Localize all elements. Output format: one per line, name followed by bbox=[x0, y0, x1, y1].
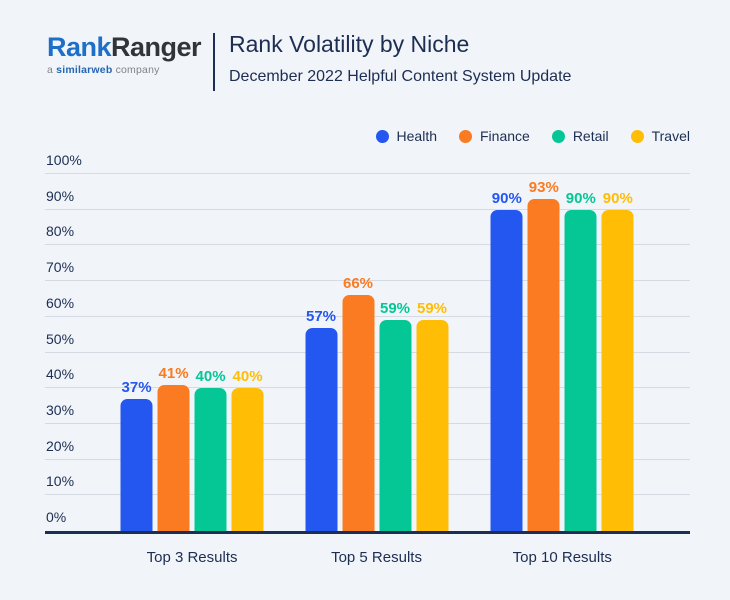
bar-column-finance: 66% bbox=[342, 174, 375, 531]
y-tick-label: 50% bbox=[46, 330, 75, 347]
gridline bbox=[45, 208, 690, 210]
chart-plot-area: 0% 10% 20% 30% 40% 50% 60% 70% 80% 90% 100% 37% 41% 4… bbox=[45, 153, 690, 534]
bar-value-label: 90% bbox=[565, 189, 596, 207]
legend-item-finance: Finance bbox=[459, 128, 530, 144]
y-tick-label: 0% bbox=[46, 509, 67, 525]
y-tick-label: 20% bbox=[46, 437, 75, 454]
bar-group: 57% 66% 59% 59% bbox=[305, 174, 449, 531]
x-axis-category-label: Top 5 Results bbox=[331, 549, 422, 566]
bar-travel bbox=[601, 209, 634, 531]
y-tick-label: 30% bbox=[46, 401, 75, 418]
bar-value-label: 37% bbox=[121, 378, 152, 396]
bar-retail bbox=[194, 388, 227, 531]
bar-column-finance: 93% bbox=[527, 174, 560, 531]
bar-column-travel: 59% bbox=[416, 174, 449, 531]
y-tick-label: 100% bbox=[46, 152, 82, 168]
y-tick-label: 10% bbox=[46, 473, 75, 490]
legend-item-retail: Retail bbox=[551, 128, 609, 144]
bar-value-label: 40% bbox=[232, 368, 263, 386]
legend-label: Travel bbox=[651, 128, 690, 144]
bar-value-label: 41% bbox=[158, 364, 189, 382]
bar-value-label: 90% bbox=[491, 189, 522, 207]
legend-label: Finance bbox=[480, 128, 530, 144]
logo-text-rank: Rank bbox=[47, 32, 112, 62]
page-title: Rank Volatility by Niche bbox=[229, 31, 470, 57]
gridline bbox=[45, 244, 690, 246]
bar-group: 37% 41% 40% 40% bbox=[120, 174, 264, 531]
bar-value-label: 59% bbox=[380, 300, 411, 318]
legend-dot-icon bbox=[459, 129, 472, 143]
bar-retail bbox=[564, 209, 597, 531]
rankranger-logo: RankRanger a similarweb company bbox=[47, 32, 202, 77]
page-subtitle: December 2022 Helpful Content System Upd… bbox=[229, 68, 572, 85]
bar-travel bbox=[416, 320, 449, 531]
legend-dot-icon bbox=[630, 129, 644, 143]
legend-label: Retail bbox=[572, 128, 609, 144]
x-axis-category-label: Top 10 Results bbox=[512, 549, 612, 566]
bar-group: 90% 93% 90% 90% bbox=[490, 174, 634, 531]
y-tick-label: 90% bbox=[46, 187, 75, 204]
legend-dot-icon bbox=[551, 129, 565, 143]
logo-wordmark: RankRanger bbox=[47, 32, 202, 62]
bar-column-travel: 90% bbox=[601, 174, 634, 531]
bar-value-label: 66% bbox=[343, 275, 374, 293]
chart-legend: Health Finance Retail Travel bbox=[375, 128, 690, 144]
bar-column-health: 90% bbox=[490, 174, 523, 531]
bar-health bbox=[305, 327, 338, 531]
y-tick-label: 60% bbox=[46, 294, 75, 311]
bar-value-label: 90% bbox=[602, 189, 633, 207]
bar-retail bbox=[379, 320, 412, 531]
legend-dot-icon bbox=[375, 129, 389, 143]
y-tick-label: 40% bbox=[46, 366, 75, 383]
logo-tagline: a similarweb company bbox=[47, 64, 201, 76]
bar-column-travel: 40% bbox=[231, 174, 264, 531]
tagline-suffix: company bbox=[112, 64, 160, 76]
bar-finance bbox=[527, 199, 560, 531]
legend-label: Health bbox=[396, 128, 437, 144]
y-tick-label: 80% bbox=[46, 223, 75, 240]
bar-column-health: 57% bbox=[305, 174, 338, 531]
legend-item-health: Health bbox=[375, 128, 437, 144]
x-axis-category-label: Top 3 Results bbox=[146, 549, 238, 566]
bar-column-retail: 40% bbox=[194, 174, 227, 531]
y-tick-label: 70% bbox=[46, 259, 75, 276]
bar-column-health: 37% bbox=[120, 174, 153, 531]
bar-value-label: 59% bbox=[417, 300, 448, 318]
bar-column-finance: 41% bbox=[157, 174, 190, 531]
bar-value-label: 57% bbox=[306, 307, 337, 325]
bar-value-label: 40% bbox=[195, 368, 226, 386]
header-divider bbox=[213, 33, 215, 91]
bar-column-retail: 90% bbox=[564, 174, 597, 531]
tagline-prefix: a bbox=[47, 64, 57, 76]
bar-finance bbox=[157, 384, 190, 531]
bar-column-retail: 59% bbox=[379, 174, 412, 531]
bar-value-label: 93% bbox=[528, 179, 559, 196]
legend-item-travel: Travel bbox=[630, 128, 690, 144]
bar-health bbox=[490, 209, 523, 531]
bar-finance bbox=[342, 295, 375, 531]
gridline bbox=[45, 280, 690, 282]
logo-text-ranger: Ranger bbox=[111, 32, 202, 62]
bar-travel bbox=[231, 388, 264, 531]
tagline-similarweb: similarweb bbox=[56, 64, 113, 76]
bar-health bbox=[120, 398, 153, 531]
gridline bbox=[45, 173, 690, 174]
